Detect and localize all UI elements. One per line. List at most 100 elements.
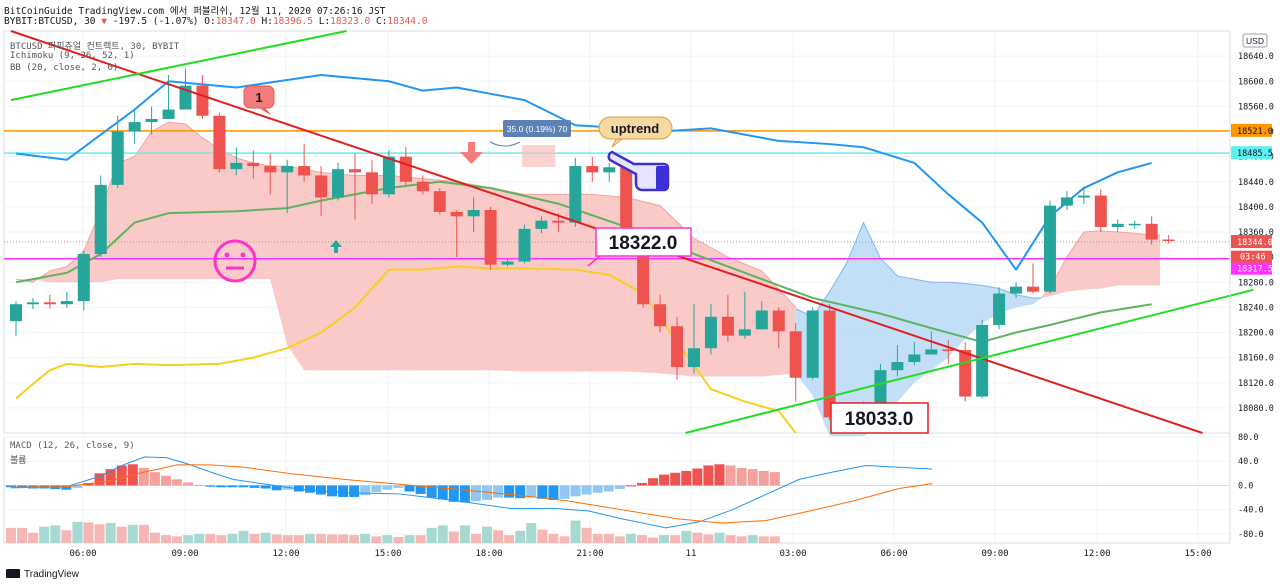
- candle-body: [1094, 195, 1107, 227]
- volume-bar: [238, 530, 249, 543]
- macd-histogram-bar: [537, 485, 548, 499]
- candle-body: [111, 131, 124, 185]
- price-tick-label: 18360.0: [1238, 228, 1274, 238]
- macd-tick-label: 40.0: [1238, 457, 1258, 467]
- volume-bar: [747, 535, 758, 543]
- candle-body: [620, 167, 633, 245]
- legend-symbol[interactable]: BTCUSD 퍼피츄얼 컨트랙트, 30, BYBIT: [10, 42, 180, 52]
- candle-body: [959, 350, 972, 397]
- macd-histogram-bar: [758, 470, 769, 486]
- volume-bar: [249, 533, 260, 543]
- macd-histogram-bar: [216, 485, 227, 488]
- legend-ichimoku[interactable]: Ichimoku (9, 26, 52, 1): [10, 51, 135, 61]
- chart-header-publisher: BitCoinGuide TradingView.com 에서 퍼블리쉬, 12…: [4, 6, 386, 17]
- volume-bar: [559, 536, 570, 543]
- candle-body: [10, 304, 22, 322]
- candle-body: [433, 191, 446, 212]
- macd-histogram-bar: [670, 472, 681, 486]
- price-tick-label: 18640.0: [1238, 52, 1274, 62]
- macd-histogram-bar: [459, 485, 470, 503]
- volume-bar: [714, 532, 725, 543]
- macd-histogram-bar: [72, 485, 83, 488]
- candle-body: [264, 166, 277, 173]
- volume-bar: [149, 532, 160, 543]
- candle-body: [976, 324, 989, 397]
- volume-bar: [17, 527, 28, 543]
- macd-histogram-bar: [205, 485, 216, 487]
- macd-histogram-bar: [227, 485, 238, 488]
- macd-histogram-bar: [747, 469, 758, 486]
- time-tick-label: 09:00: [171, 549, 198, 559]
- time-tick-label: 06:00: [69, 549, 96, 559]
- candle-body: [247, 162, 260, 167]
- macd-histogram-bar: [360, 485, 371, 496]
- time-tick-label: 11: [686, 549, 697, 559]
- macd-histogram-bar: [714, 464, 725, 486]
- neutral-face-icon: [213, 239, 257, 283]
- candle-body: [450, 211, 463, 217]
- legend-bb[interactable]: BB (20, close, 2, 0): [10, 63, 119, 73]
- macd-histogram-bar: [382, 485, 393, 490]
- time-tick-label: 09:00: [981, 549, 1008, 559]
- macd-histogram-bar: [725, 465, 736, 486]
- candle-body: [365, 172, 378, 195]
- close-value: 18344.0: [387, 16, 428, 27]
- volume-bar: [116, 526, 127, 543]
- macd-histogram-bar: [172, 479, 183, 486]
- macd-histogram-bar: [526, 485, 537, 498]
- uptrend-bubble: [598, 116, 673, 140]
- price-axis[interactable]: 18640.018600.018560.018520.018480.018440…: [1229, 31, 1274, 543]
- volume-bar: [548, 533, 559, 543]
- up-arrow-icon: [330, 240, 342, 253]
- price-note-box-2: [830, 402, 929, 434]
- candle-body: [772, 310, 785, 332]
- macd-histogram-bar: [238, 485, 249, 488]
- volume-bar: [194, 533, 205, 543]
- volume-bar: [127, 524, 138, 543]
- macd-histogram-bar: [559, 485, 570, 499]
- legend-macd-sub[interactable]: 볼륨: [10, 456, 27, 466]
- volume-bar: [393, 536, 404, 543]
- time-axis[interactable]: 06:00 09:00 12:00 15:00 18:00 21:00 11 03:00 06:…: [69, 549, 1211, 559]
- candle-body: [77, 253, 90, 302]
- candle-body: [1128, 223, 1141, 226]
- macd-tick-label: -80.0: [1238, 530, 1264, 540]
- macd-line: [10, 456, 933, 529]
- candle-body: [637, 244, 650, 305]
- candle-body: [1010, 286, 1023, 294]
- volume-bar: [338, 534, 349, 543]
- annotations[interactable]: 1 35.0 (0.19%) 70 uptrend 18322.0 18033.0: [213, 85, 929, 434]
- level-price-tag: [1231, 235, 1272, 249]
- face-eye-right: [240, 252, 246, 258]
- macd-histogram-bar: [614, 485, 625, 490]
- senkou-a-edge: [15, 121, 797, 308]
- time-tick-label: 03:00: [779, 549, 806, 559]
- volume-bar: [6, 527, 16, 543]
- uptrend-bubble-tail: [611, 138, 624, 148]
- candle-body: [332, 169, 345, 198]
- macd-histogram-bar: [315, 485, 326, 495]
- cloud-bearish: [16, 122, 796, 377]
- time-tick-label: 21:00: [576, 549, 603, 559]
- candle-body: [145, 118, 158, 123]
- macd-histogram-bar: [138, 467, 149, 486]
- volume-bar: [648, 537, 659, 543]
- price-tick-label: 18200.0: [1238, 329, 1274, 339]
- macd-histogram-bar: [493, 485, 504, 498]
- level-price-tag: [1231, 146, 1272, 160]
- trendline-up-bottom: [685, 288, 1254, 434]
- volume-bar: [459, 525, 470, 543]
- macd-histogram-bar: [659, 474, 670, 486]
- macd-histogram-bar: [648, 478, 659, 486]
- macd-histogram-bar: [581, 485, 592, 495]
- legend-macd[interactable]: MACD (12, 26, close, 9): [10, 441, 135, 451]
- candle-body: [1111, 223, 1124, 227]
- candle-body: [230, 162, 243, 170]
- level-price-label: 18485.5: [1237, 149, 1273, 159]
- volume-bar: [482, 526, 493, 543]
- candle-body: [654, 304, 667, 327]
- price-note-2-label: 18033.0: [845, 409, 914, 430]
- candle-body: [196, 85, 209, 116]
- volume-bar: [437, 525, 448, 543]
